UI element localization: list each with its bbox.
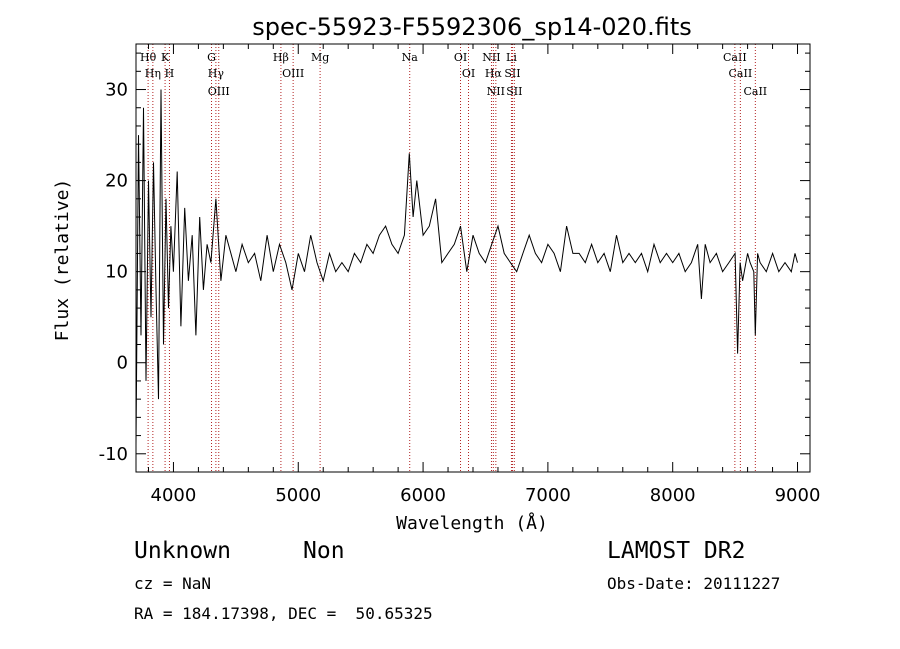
x-tick-label: 5000 xyxy=(275,485,321,506)
spectral-line-label: Hθ xyxy=(140,51,157,64)
spectrum-line xyxy=(135,89,798,445)
object-subclass: Non xyxy=(303,538,345,564)
spectral-line-label: Hγ xyxy=(208,67,225,80)
spectral-line-label: NII xyxy=(487,85,505,98)
x-tick-label: 6000 xyxy=(400,485,446,506)
plot-frame xyxy=(135,43,811,473)
y-tick-label: 10 xyxy=(105,262,128,283)
x-axis-label: Wavelength (Å) xyxy=(396,512,548,534)
spectral-line-label: Hα xyxy=(485,67,503,80)
spectral-line-label: OIII xyxy=(282,67,304,80)
x-tick-label: 4000 xyxy=(151,485,197,506)
spectral-line-label: H xyxy=(165,67,175,80)
redshift-cz: cz = NaN xyxy=(134,574,212,593)
spectral-line-label: Hβ xyxy=(273,51,289,64)
survey-name: LAMOST DR2 xyxy=(607,538,746,564)
y-tick-label: 0 xyxy=(117,353,128,374)
y-tick-label: 20 xyxy=(105,171,128,192)
spectral-line-label: K xyxy=(161,51,170,64)
x-tick-label: 9000 xyxy=(775,485,821,506)
spectral-line-label: NII xyxy=(482,51,500,64)
spectral-line-label: OI xyxy=(454,51,467,64)
axes-layer: 4000 5000 6000 7000 8000 9000 -10 0 10 20 30 xyxy=(99,44,821,506)
series-layer xyxy=(135,89,798,445)
spectral-line-label: Li xyxy=(506,51,517,64)
spectral-line-label: SII xyxy=(504,67,520,80)
spectral-line-label: Hη xyxy=(145,67,161,80)
spectral-line-label: G xyxy=(207,51,216,64)
observation-date: Obs-Date: 20111227 xyxy=(607,574,781,593)
y-tick-label: 30 xyxy=(105,80,128,101)
chart-title: spec-55923-F5592306_sp14-020.fits xyxy=(252,13,691,41)
spectral-line-label: OIII xyxy=(208,85,230,98)
spectral-line-label: OI xyxy=(462,67,475,80)
x-tick-label: 8000 xyxy=(650,485,696,506)
spectral-line-label: CaII xyxy=(723,51,747,64)
spectral-line-label: Na xyxy=(402,51,419,64)
spectral-line-label: SII xyxy=(506,85,522,98)
y-axis-label: Flux (relative) xyxy=(52,179,73,342)
object-class: Unknown xyxy=(134,538,231,564)
coordinates: RA = 184.17398, DEC = 50.65325 xyxy=(134,604,433,623)
spectral-line-label: CaII xyxy=(729,67,753,80)
y-tick-label: -10 xyxy=(99,444,128,465)
x-tick-label: 7000 xyxy=(525,485,571,506)
spectral-line-label: CaII xyxy=(743,85,767,98)
spectral-line-label: Mg xyxy=(311,51,329,64)
